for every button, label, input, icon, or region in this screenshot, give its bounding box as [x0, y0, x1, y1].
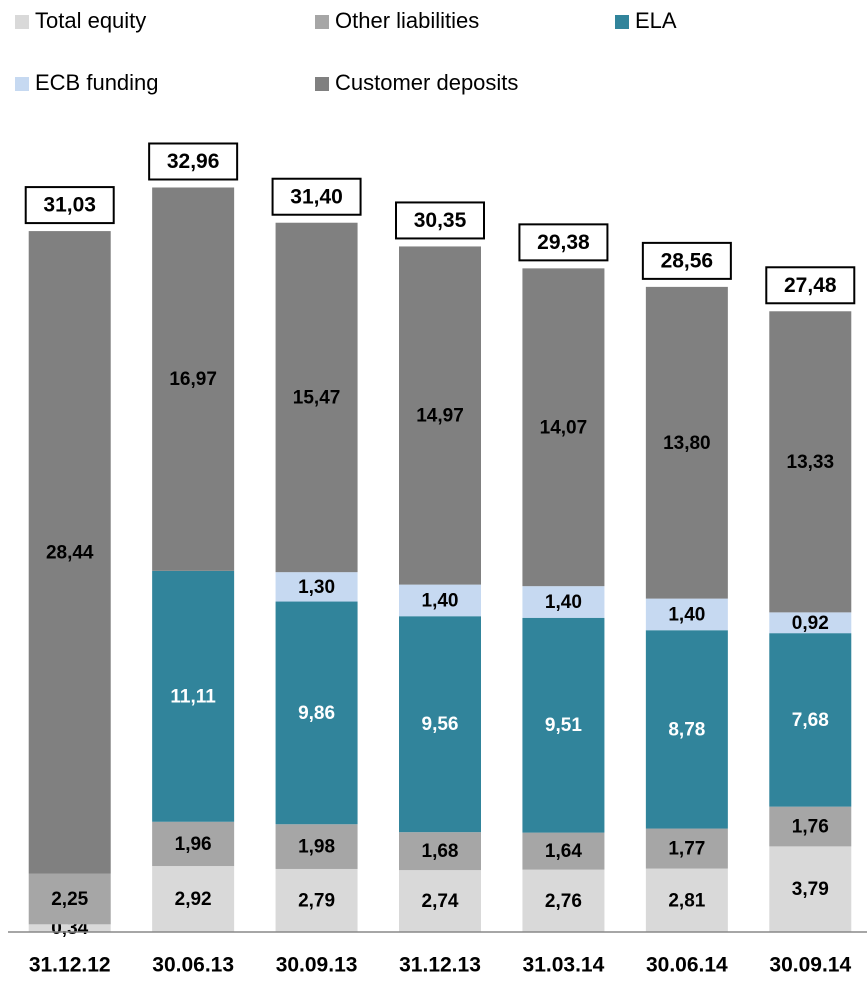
bar-segment	[399, 616, 481, 833]
total-box	[395, 201, 485, 240]
bar-segment	[645, 868, 728, 932]
total-label: 31,03	[43, 194, 96, 217]
data-label: 3,79	[792, 879, 829, 900]
bar-segment	[399, 870, 481, 932]
bar-segment	[399, 584, 481, 617]
bar-segment	[769, 612, 852, 634]
legend-swatch	[15, 77, 29, 91]
x-tick-label: 30.09.13	[276, 954, 358, 977]
data-label: 2,81	[668, 890, 705, 911]
total-box	[518, 223, 609, 262]
bar-segment	[399, 832, 481, 871]
legend-label: Other liabilities	[335, 8, 479, 33]
legend-swatch	[315, 15, 329, 29]
bar-segment	[275, 824, 358, 869]
total-label: 30,35	[414, 209, 467, 232]
data-label: 2,92	[175, 889, 212, 910]
bar-segment	[28, 873, 111, 925]
data-label: 1,76	[792, 817, 829, 838]
data-label: 1,64	[545, 841, 582, 862]
bar-segment	[522, 586, 605, 618]
total-label: 32,96	[167, 150, 220, 173]
bar-segment	[152, 570, 235, 822]
bar-segment	[645, 630, 728, 829]
data-label: 9,56	[422, 714, 459, 735]
total-label: 27,48	[784, 274, 837, 297]
data-label: 13,33	[787, 452, 835, 473]
bar-segment	[769, 633, 852, 807]
legend-swatch	[615, 15, 629, 29]
legend-label: ELA	[635, 8, 677, 33]
data-label: 8,78	[668, 719, 705, 740]
data-label: 0,92	[792, 613, 829, 634]
legend-swatch	[15, 15, 29, 29]
bar-segment	[275, 601, 358, 825]
data-label: 2,74	[422, 891, 459, 912]
x-tick-label: 30.06.13	[152, 954, 234, 977]
data-label: 1,30	[298, 577, 335, 598]
data-label: 13,80	[663, 433, 711, 454]
data-label: 11,11	[170, 686, 216, 707]
data-label: 28,44	[46, 542, 94, 563]
data-label: 1,77	[668, 839, 705, 860]
bar-segment	[275, 572, 358, 602]
bar-segment	[522, 869, 605, 932]
bar-segment	[28, 231, 111, 874]
bar-segment	[399, 246, 481, 585]
data-label: 1,98	[298, 837, 335, 858]
total-label: 29,38	[537, 231, 590, 254]
bar-segment	[769, 846, 852, 932]
bar-segment	[152, 187, 235, 571]
data-label: 1,68	[422, 841, 459, 862]
bar-segment	[769, 806, 852, 847]
total-label: 28,56	[661, 249, 714, 272]
bar-segment	[152, 866, 235, 932]
data-label: 1,40	[422, 590, 459, 611]
legend-swatch	[315, 77, 329, 91]
data-label: 14,07	[540, 417, 588, 438]
total-box	[271, 177, 362, 216]
data-label: 2,79	[298, 891, 335, 912]
data-label: 1,96	[175, 834, 212, 855]
data-label: 7,68	[792, 710, 829, 731]
data-label: 1,40	[545, 592, 582, 613]
x-tick-label: 30.06.14	[646, 954, 728, 977]
bar-segment	[645, 286, 728, 599]
data-label: 9,86	[298, 703, 335, 724]
legend-label: Total equity	[35, 8, 146, 33]
data-label: 9,51	[545, 715, 582, 736]
x-tick-label: 31.12.13	[399, 954, 481, 977]
bar-segment	[645, 598, 728, 631]
bar-segment	[522, 268, 605, 587]
data-label: 1,40	[668, 604, 705, 625]
bar-segment	[522, 832, 605, 870]
total-label: 31,40	[290, 185, 343, 208]
bar-segment	[522, 617, 605, 833]
bar-segment	[152, 821, 235, 867]
x-tick-label: 30.09.14	[769, 954, 851, 977]
data-label: 14,97	[416, 406, 464, 427]
bar-segment	[275, 222, 358, 573]
total-box	[148, 142, 239, 181]
bar-segment	[28, 924, 111, 932]
data-label: 2,25	[51, 889, 88, 910]
data-label: 15,47	[293, 387, 341, 408]
bar-segment	[645, 828, 728, 869]
legend-label: Customer deposits	[335, 70, 518, 95]
data-label: 2,76	[545, 891, 582, 912]
bar-segment	[769, 311, 852, 613]
total-box	[765, 266, 856, 305]
x-tick-label: 31.12.12	[29, 954, 111, 977]
bar-segment	[275, 868, 358, 932]
total-box	[24, 186, 115, 225]
legend-label: ECB funding	[35, 70, 159, 95]
total-box	[641, 241, 732, 280]
data-label: 16,97	[169, 369, 217, 390]
x-tick-label: 31.03.14	[523, 954, 605, 977]
